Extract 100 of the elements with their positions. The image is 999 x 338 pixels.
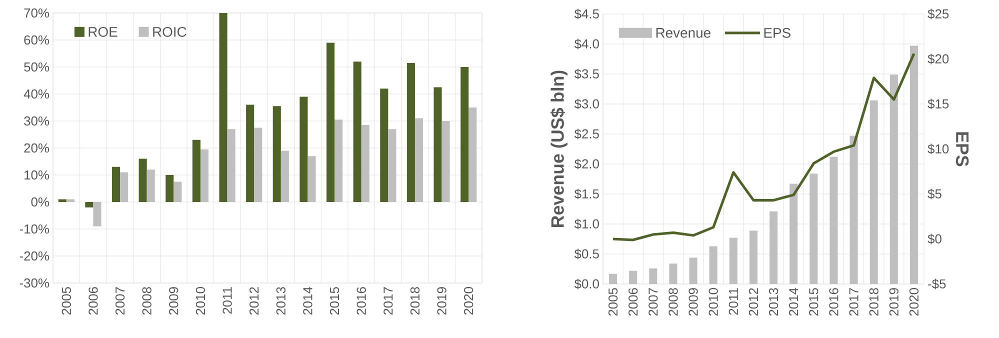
y-tick-label: $4.0 [574, 38, 599, 50]
y-tick-label: $1.5 [574, 188, 599, 200]
y-tick-label: 0% [31, 197, 50, 207]
x-tick-label: 2011 [728, 288, 738, 315]
bar [146, 170, 155, 202]
x-tick-label: 2009 [169, 287, 178, 315]
bar [353, 62, 362, 202]
bar [460, 67, 469, 202]
y-tick-label: $3.5 [574, 68, 599, 80]
bar [219, 12, 228, 202]
y-tick-label: $1.0 [574, 218, 599, 230]
bar [910, 46, 918, 284]
x-tick-label: 2007 [648, 288, 658, 316]
bar [609, 274, 618, 284]
x-tick-label: 2014 [789, 288, 798, 316]
bar [380, 88, 388, 202]
y2-tick-label: $25 [928, 8, 949, 20]
x-tick-label: 2016 [356, 287, 366, 315]
bar [468, 108, 477, 202]
bar [200, 149, 209, 202]
x-tick-label: 2018 [410, 287, 420, 315]
x-tick-label: 2018 [869, 288, 878, 316]
y-tick-label: -30% [20, 278, 50, 288]
bar [192, 140, 200, 202]
x-tick-label: 2019 [889, 288, 898, 316]
legend-label: Revenue [656, 28, 710, 38]
bar [120, 172, 128, 202]
y2-tick-label: $15 [928, 98, 949, 110]
bar [361, 125, 370, 202]
y-tick-label: 70% [24, 8, 50, 18]
y-tick-label: 10% [24, 170, 50, 180]
bar [414, 118, 424, 202]
bar [93, 202, 102, 226]
y-tick-label: 20% [24, 143, 50, 153]
bar [388, 129, 396, 202]
y-tick-label: 30% [24, 116, 50, 126]
y-axis-title: Revenue (US$ bln) [550, 70, 568, 228]
x-tick-label: 2008 [668, 288, 678, 316]
legend-label: EPS [764, 28, 790, 38]
x-tick-label: 2015 [809, 288, 818, 316]
y-tick-label: 40% [24, 89, 50, 99]
bar [85, 202, 94, 208]
x-tick-label: 2005 [62, 287, 71, 315]
y-tick-label: $3.0 [574, 98, 599, 110]
y-tick-label: -20% [20, 251, 50, 261]
bar [138, 158, 147, 202]
x-tick-label: 2011 [222, 287, 232, 314]
bar [246, 104, 254, 202]
bar [709, 246, 718, 284]
bar [112, 166, 120, 202]
bar [442, 121, 450, 202]
x-tick-label: 2010 [196, 287, 206, 315]
x-tick-label: 2020 [909, 288, 919, 316]
x-tick-label: 2016 [829, 288, 838, 316]
bar [790, 184, 798, 284]
legend-label: ROIC [153, 26, 186, 37]
bar [66, 199, 74, 202]
bar [810, 174, 818, 284]
bar [334, 120, 343, 202]
x-tick-label: 2012 [748, 288, 758, 316]
x-tick-label: 2009 [688, 288, 698, 316]
x-tick-label: 2005 [608, 288, 618, 316]
bar [434, 87, 442, 202]
bar [669, 264, 678, 284]
x-tick-label: 2012 [250, 287, 259, 315]
x-tick-label: 2006 [88, 287, 98, 315]
bar [890, 74, 898, 284]
x-tick-label: 2014 [303, 286, 312, 315]
y-tick-label: $2.0 [574, 158, 599, 170]
y2-tick-label: $5 [928, 188, 942, 200]
bar [749, 230, 758, 284]
bar [649, 268, 658, 284]
x-tick-label: 2007 [115, 287, 125, 315]
y-tick-label: $2.5 [574, 128, 599, 140]
x-tick-label: 2013 [768, 288, 778, 316]
bar [308, 156, 316, 202]
bar [254, 128, 262, 202]
bar [174, 182, 182, 202]
x-tick-label: 2017 [849, 288, 858, 316]
y2-axis-title: EPS [956, 132, 969, 166]
bar [227, 129, 236, 202]
x-tick-label: 2015 [330, 287, 340, 315]
line-series [612, 52, 916, 242]
x-tick-label: 2008 [142, 287, 152, 315]
y2-tick-label: $20 [928, 54, 949, 64]
y-tick-label: 60% [24, 35, 50, 45]
bar [58, 199, 66, 202]
y-tick-label: $0.5 [574, 248, 599, 260]
bar [870, 100, 878, 284]
bar [629, 270, 638, 284]
bar [326, 42, 335, 202]
legend-label: ROE [88, 26, 118, 37]
x-tick-label: 2020 [464, 287, 474, 315]
bar [729, 238, 738, 284]
y2-tick-label: -$5 [928, 278, 946, 290]
y-tick-label: $4.5 [574, 8, 599, 20]
x-tick-label: 2017 [384, 287, 393, 315]
bar [850, 136, 858, 284]
bar [280, 150, 289, 202]
bar [830, 156, 838, 284]
